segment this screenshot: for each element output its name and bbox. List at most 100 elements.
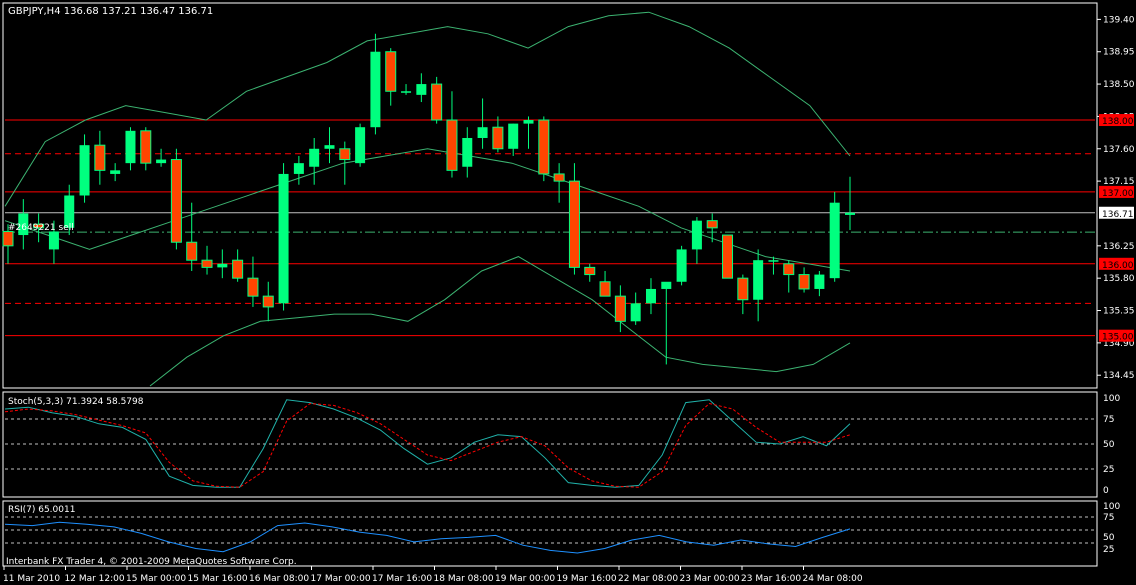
rsi-line bbox=[4, 521, 851, 554]
rsi-tick-label: 25 bbox=[1103, 545, 1114, 555]
candle-body bbox=[523, 120, 534, 124]
candle-body bbox=[170, 159, 182, 243]
bollinger-bands bbox=[4, 11, 851, 387]
level-price-label: 137.00 bbox=[1102, 189, 1134, 199]
candle-body bbox=[140, 130, 152, 164]
candle-body bbox=[706, 220, 718, 229]
candle-body bbox=[355, 127, 366, 164]
time-tick-label: 19 Mar 16:00 bbox=[557, 574, 617, 584]
level-price-box bbox=[1099, 114, 1134, 127]
level-price-label: 136.00 bbox=[1102, 261, 1134, 271]
stoch-signal-line bbox=[4, 402, 851, 488]
candle-body bbox=[18, 213, 29, 236]
candle-body bbox=[278, 173, 289, 304]
time-tick-label: 23 Mar 00:00 bbox=[680, 574, 740, 584]
rsi-tick-label: 75 bbox=[1103, 513, 1114, 523]
candle-body bbox=[614, 295, 626, 322]
candle-body bbox=[722, 234, 734, 279]
candle-body bbox=[599, 281, 611, 297]
time-tick-label: 17 Mar 00:00 bbox=[311, 574, 371, 584]
candle-body bbox=[247, 277, 259, 297]
candle-body bbox=[492, 126, 504, 150]
candle-body bbox=[309, 148, 320, 167]
stochastic-frame bbox=[2, 391, 1098, 498]
candle-body bbox=[339, 148, 351, 161]
stoch-tick-label: 0 bbox=[1103, 486, 1109, 496]
stoch-tick-label: 75 bbox=[1103, 415, 1114, 425]
current-price-label: 136.71 bbox=[1102, 210, 1134, 220]
candle-body bbox=[2, 230, 14, 247]
time-tick-label: 16 Mar 08:00 bbox=[249, 574, 309, 584]
time-tick-label: 22 Mar 08:00 bbox=[618, 574, 678, 584]
candle-body bbox=[416, 84, 427, 95]
candle-body bbox=[446, 119, 458, 171]
stoch-tick-label: 50 bbox=[1103, 440, 1115, 450]
candle-body bbox=[508, 123, 519, 149]
main-chart-frame bbox=[2, 2, 1098, 389]
candle-body bbox=[186, 241, 198, 261]
candle-body bbox=[110, 170, 121, 174]
candle-body bbox=[553, 173, 565, 182]
candle-body bbox=[201, 259, 213, 268]
stoch-tick-label: 25 bbox=[1103, 465, 1114, 475]
candle-body bbox=[753, 260, 764, 300]
candle-body bbox=[156, 159, 167, 164]
time-tick-label: 17 Mar 16:00 bbox=[372, 574, 432, 584]
rsi-label: RSI(7) 65.0011 bbox=[8, 505, 75, 515]
candle-body bbox=[737, 277, 749, 301]
stoch-main-line bbox=[4, 399, 851, 488]
stoch-tick-label: 100 bbox=[1103, 394, 1120, 404]
candle-body bbox=[125, 130, 136, 164]
candle-body bbox=[431, 83, 443, 121]
candle-body bbox=[79, 145, 90, 196]
price-tick-label: 139.40 bbox=[1103, 15, 1135, 25]
current-price-box bbox=[1099, 206, 1134, 219]
candle-body bbox=[401, 91, 412, 93]
price-tick-label: 135.35 bbox=[1103, 307, 1135, 317]
candle-body bbox=[94, 144, 106, 171]
price-tick-label: 135.80 bbox=[1103, 274, 1135, 284]
level-price-box bbox=[1099, 257, 1134, 270]
candle-body bbox=[385, 51, 397, 92]
candle-body bbox=[645, 288, 656, 304]
candle-body bbox=[370, 51, 381, 128]
level-price-label: 138.00 bbox=[1102, 117, 1134, 127]
price-tick-label: 134.90 bbox=[1103, 339, 1135, 349]
time-tick-label: 19 Mar 00:00 bbox=[495, 574, 555, 584]
candle-body bbox=[691, 220, 702, 250]
price-tick-label: 134.45 bbox=[1103, 371, 1135, 381]
band-upper bbox=[4, 11, 851, 207]
candle-body bbox=[584, 266, 596, 276]
candle-body bbox=[676, 249, 687, 282]
candle-body bbox=[462, 137, 473, 167]
rsi-tick-label: 100 bbox=[1103, 502, 1120, 512]
candle-body bbox=[48, 231, 59, 250]
candles bbox=[2, 33, 855, 365]
time-tick-label: 18 Mar 08:00 bbox=[434, 574, 494, 584]
time-tick-label: 24 Mar 08:00 bbox=[803, 574, 863, 584]
candle-body bbox=[814, 274, 825, 289]
stochastic-label: Stoch(5,3,3) 71.3924 58.5798 bbox=[8, 397, 144, 407]
time-axis: 11 Mar 2010 12 Mar 12:00 15 Mar 00:00 15 Ma… bbox=[3, 566, 863, 584]
time-tick-label: 15 Mar 00:00 bbox=[126, 574, 186, 584]
price-tick-label: 138.95 bbox=[1103, 48, 1135, 58]
candle-body bbox=[232, 259, 244, 279]
candle-body bbox=[845, 212, 855, 215]
band-lower bbox=[149, 256, 851, 387]
price-tick-label: 137.60 bbox=[1103, 145, 1135, 155]
candle-body bbox=[64, 195, 75, 228]
time-tick-label: 11 Mar 2010 bbox=[3, 574, 60, 584]
candle-body bbox=[768, 260, 779, 262]
level-price-box bbox=[1099, 185, 1134, 198]
candle-body bbox=[33, 223, 45, 229]
rsi-tick-label: 50 bbox=[1103, 533, 1115, 543]
order-label[interactable]: #2649221 sell bbox=[8, 223, 74, 233]
price-axis: 139.40138.95138.50138.05137.60137.15136.… bbox=[1097, 15, 1135, 381]
candle-body bbox=[538, 119, 550, 175]
price-tick-label: 136.25 bbox=[1103, 242, 1135, 252]
candle-body bbox=[661, 281, 672, 289]
candle-body bbox=[324, 145, 335, 149]
candle-body bbox=[262, 295, 274, 308]
